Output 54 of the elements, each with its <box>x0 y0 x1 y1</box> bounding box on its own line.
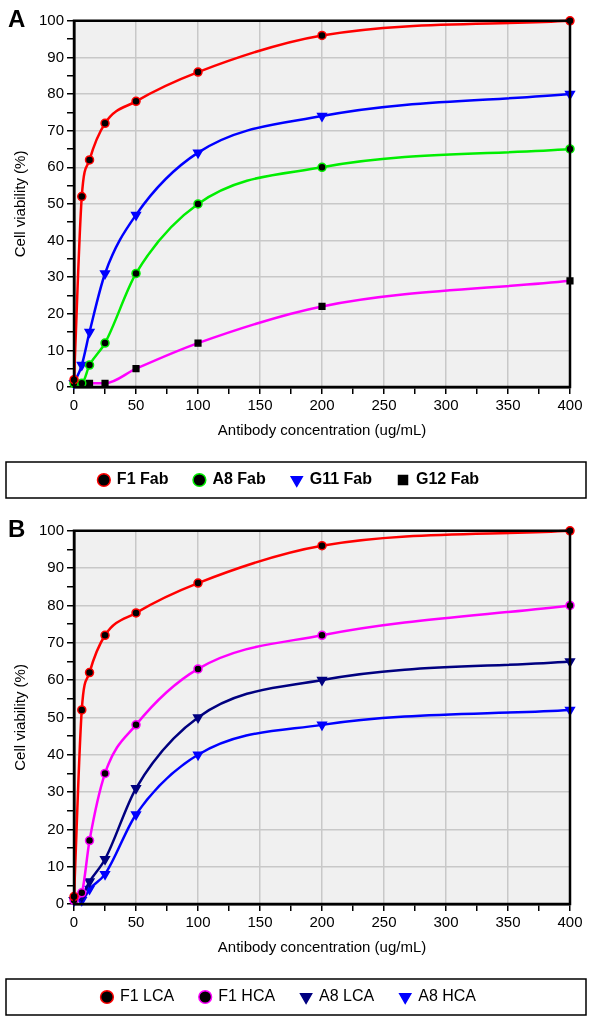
y-tick-label: 90 <box>47 47 65 65</box>
x-axis-title: Antibody concentration (ug/mL) <box>217 938 427 956</box>
y-tick-label: 50 <box>47 194 65 212</box>
legend-label: A8 LCA <box>319 987 375 1005</box>
y-tick-label: 0 <box>55 894 65 912</box>
y-tick-label: 30 <box>47 782 65 800</box>
x-tick-label: 250 <box>371 913 397 931</box>
x-tick-label: 200 <box>309 396 335 414</box>
y-axis-title: Cell viability (%) <box>11 664 29 771</box>
legend-label: F1 HCA <box>218 987 276 1005</box>
y-tick-label: 10 <box>47 340 65 358</box>
legend-label: A8 HCA <box>418 987 477 1005</box>
y-tick-label: 10 <box>47 856 65 874</box>
x-tick-label: 100 <box>185 396 211 414</box>
x-tick-label: 350 <box>495 913 521 931</box>
x-tick-label: 400 <box>557 396 583 414</box>
x-tick-label: 50 <box>127 396 145 414</box>
x-tick-label: 0 <box>69 913 79 931</box>
y-tick-label: 60 <box>47 670 65 688</box>
legend-label: F1 Fab <box>116 470 169 488</box>
x-tick-label: 300 <box>433 396 459 414</box>
y-tick-label: 70 <box>47 120 65 138</box>
legend-label: A8 Fab <box>212 470 266 488</box>
chart-title: B <box>8 515 26 543</box>
x-tick-label: 350 <box>495 396 521 414</box>
x-tick-label: 50 <box>127 913 145 931</box>
y-tick-label: 80 <box>47 84 65 102</box>
y-axis-title: Cell viability (%) <box>11 150 29 258</box>
x-tick-label: 250 <box>371 396 397 414</box>
y-tick-label: 30 <box>47 267 65 285</box>
x-tick-label: 150 <box>247 913 273 931</box>
y-tick-label: 0 <box>55 377 65 395</box>
y-tick-label: 50 <box>47 707 65 725</box>
legend-label: G12 Fab <box>416 470 480 488</box>
y-tick-label: 20 <box>47 303 65 321</box>
x-tick-label: 150 <box>247 396 273 414</box>
legend-label: G11 Fab <box>309 470 373 488</box>
y-tick-label: 20 <box>47 819 65 837</box>
y-tick-label: 40 <box>47 230 65 248</box>
y-tick-label: 100 <box>39 520 65 538</box>
x-tick-label: 0 <box>69 396 79 414</box>
chart-title: A <box>8 5 26 33</box>
y-tick-label: 100 <box>39 10 65 28</box>
x-tick-label: 300 <box>433 913 459 931</box>
x-tick-label: 200 <box>309 913 335 931</box>
y-tick-label: 40 <box>47 744 65 762</box>
x-tick-label: 400 <box>557 913 583 931</box>
y-tick-label: 70 <box>47 632 65 650</box>
y-tick-label: 60 <box>47 157 65 175</box>
x-tick-label: 100 <box>185 913 211 931</box>
x-axis-title: Antibody concentration (ug/mL) <box>217 421 427 439</box>
legend-label: F1 LCA <box>119 987 175 1005</box>
y-tick-label: 80 <box>47 595 65 613</box>
y-tick-label: 90 <box>47 558 65 576</box>
